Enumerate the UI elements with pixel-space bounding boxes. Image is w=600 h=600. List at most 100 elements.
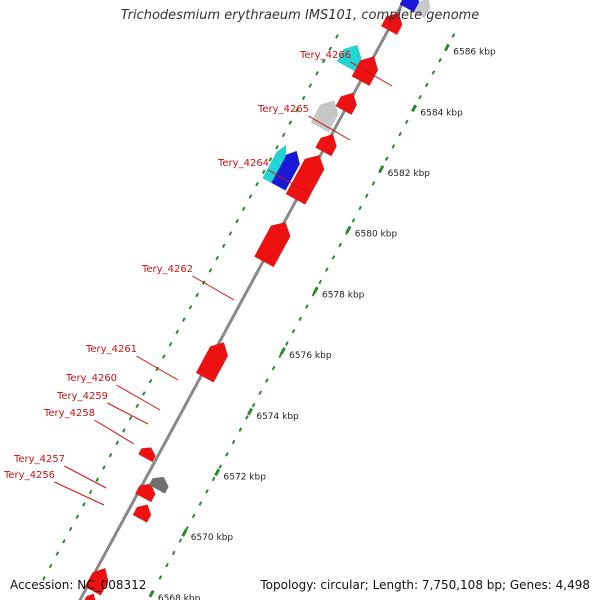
scale-track-dot (231, 439, 236, 445)
scale-tick-label: 6568 kbp (158, 594, 201, 600)
scale-track-dot (165, 562, 169, 568)
gene-label-leader (308, 115, 351, 141)
outer-track-dot (241, 206, 246, 212)
scale-tick (312, 286, 319, 295)
scale-track-dot (178, 538, 183, 543)
feature-track (84, 0, 430, 600)
scale-dotted-track (158, 33, 456, 580)
gene-feature (132, 504, 152, 523)
gene-label: Tery_4260 (65, 373, 117, 384)
scale-tick (378, 165, 385, 173)
scale-track-dot (245, 415, 249, 420)
gene-label: Tery_4265 (257, 104, 309, 115)
scale-track-dot (278, 353, 283, 359)
gene-label-leader (54, 481, 105, 506)
outer-track-dot (255, 181, 259, 187)
gene-label-layer: Tery_4256 Tery_4257 Tery_4258 Tery_4259 Tery… (3, 50, 393, 506)
outer-track-dot (181, 317, 186, 322)
scale-track-dot (298, 316, 303, 322)
gene-feature (84, 593, 96, 600)
gene-feature (253, 221, 291, 268)
outer-track-dot (95, 477, 100, 482)
scale-track-dot (218, 464, 223, 469)
gene-label-leader (268, 169, 311, 195)
scale-track-dot (438, 58, 442, 63)
scale-track-dot (191, 513, 196, 519)
gene-feature (380, 12, 403, 36)
gene-label: Tery_4264 (217, 158, 269, 169)
scale-track-dot (404, 119, 409, 125)
scale-tick (214, 468, 221, 477)
outer-track-dot (208, 268, 213, 273)
outer-track-dot (228, 231, 233, 236)
scale-track-dot (251, 402, 256, 408)
gene-feature (195, 342, 229, 383)
scale-track-dot (185, 526, 189, 531)
scale-tick (148, 589, 155, 598)
outer-track-dot (281, 132, 286, 138)
scale-track-dot (198, 501, 203, 506)
gene-label: Tery_4257 (13, 454, 65, 465)
scale-track-dot (171, 550, 176, 556)
outer-track-dot (315, 71, 319, 76)
gene-feature (413, 0, 430, 19)
gene-feature (351, 56, 379, 87)
scale-track-dot (331, 255, 336, 260)
gene-feature (134, 483, 156, 503)
scale-track-dot (318, 279, 322, 285)
outer-track-dot (308, 83, 313, 88)
accession-text: Accession: NC_008312 (10, 578, 147, 592)
outer-track-dot (82, 502, 86, 507)
gene-label-leader (136, 355, 179, 381)
scale-tick-label: 6572 kbp (224, 472, 267, 482)
outer-track-dot (248, 194, 253, 199)
outer-track-dot (115, 440, 120, 446)
outer-track-dot (288, 120, 293, 125)
gene-label: Tery_4258 (43, 408, 95, 419)
outer-track-dot (175, 329, 180, 335)
genome-backbone (78, 0, 407, 600)
outer-track-dot (301, 95, 306, 101)
gene-feature (310, 100, 339, 133)
scale-track-dot (431, 70, 436, 75)
outer-track-dot (128, 415, 133, 421)
backbone-line (78, 0, 407, 600)
gene-label: Tery_4262 (141, 264, 193, 275)
scale-tick (345, 225, 352, 234)
outer-track-dot (221, 243, 226, 248)
topology-summary-text: Topology: circular; Length: 7,750,108 bp… (260, 578, 590, 592)
scale-track-dot (211, 476, 216, 482)
scale-tick-label: 6570 kbp (191, 533, 234, 543)
gene-feature (285, 154, 325, 205)
scale-track-dot (418, 94, 422, 100)
outer-track-dot (55, 551, 60, 556)
scale-track-dot (371, 181, 376, 186)
scale-tick-label: 6584 kbp (420, 108, 463, 118)
gene-label-leader (116, 384, 161, 411)
gene-feature (262, 144, 287, 184)
outer-track-dot (328, 46, 333, 51)
outer-track-dot (62, 539, 66, 544)
outer-track-dot (122, 428, 126, 433)
scale-track-dot (351, 218, 356, 223)
outer-track-dot (268, 157, 273, 162)
gene-feature (138, 447, 156, 463)
scale-tick-label: 6586 kbp (453, 48, 496, 58)
scale-tick (181, 529, 188, 537)
scale-track-dot (258, 390, 263, 396)
gene-label: Tery_4266 (299, 50, 351, 61)
outer-track-dot (88, 489, 93, 495)
gene-label: Tery_4261 (85, 344, 137, 355)
scale-track-dot (358, 205, 362, 211)
scale-track-dot (225, 452, 229, 457)
scale-track-dot (205, 489, 209, 494)
gene-label: Tery_4256 (3, 470, 55, 481)
outer-track-dot (195, 292, 199, 298)
scale-tick-label: 6574 kbp (256, 412, 299, 422)
outer-track-dot (108, 452, 113, 458)
scale-track-dot (391, 144, 396, 149)
outer-track-dot (162, 354, 166, 359)
scale-tick-label: 6578 kbp (322, 290, 365, 300)
scale-tick (279, 347, 286, 355)
